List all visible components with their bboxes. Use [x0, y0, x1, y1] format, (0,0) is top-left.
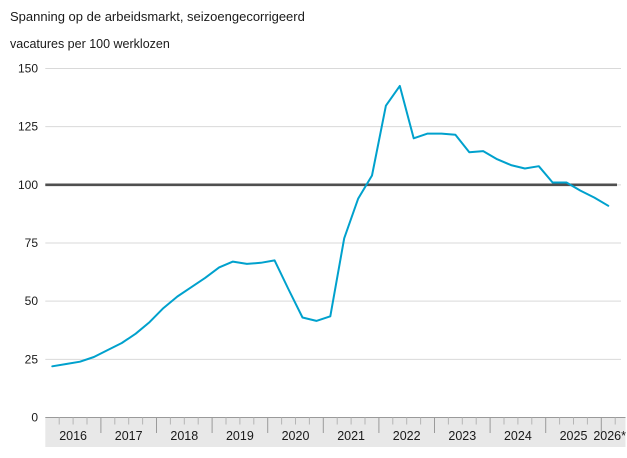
- x-year-label: 2017: [115, 429, 143, 443]
- x-year-label: 2016: [59, 429, 87, 443]
- y-tick-label: 50: [25, 294, 39, 308]
- x-year-label: 2026*: [593, 429, 626, 443]
- x-year-label: 2019: [226, 429, 254, 443]
- chart-title: Spanning op de arbeidsmarkt, seizoengeco…: [10, 9, 305, 24]
- x-year-label: 2024: [504, 429, 532, 443]
- x-axis-band: [45, 417, 626, 447]
- x-year-label: 2025: [560, 429, 588, 443]
- y-tick-label: 0: [31, 411, 38, 425]
- y-tick-label: 125: [18, 120, 38, 134]
- data-line: [51, 84, 610, 368]
- x-year-label: 2022: [393, 429, 421, 443]
- x-year-label: 2020: [282, 429, 310, 443]
- y-tick-label: 100: [18, 178, 38, 192]
- chart-subtitle: vacatures per 100 werklozen: [10, 37, 170, 51]
- x-year-label: 2021: [337, 429, 365, 443]
- y-tick-label: 25: [25, 352, 39, 366]
- y-tick-label: 75: [25, 236, 39, 250]
- x-year-label: 2023: [448, 429, 476, 443]
- x-year-label: 2018: [170, 429, 198, 443]
- y-tick-label: 150: [18, 61, 38, 75]
